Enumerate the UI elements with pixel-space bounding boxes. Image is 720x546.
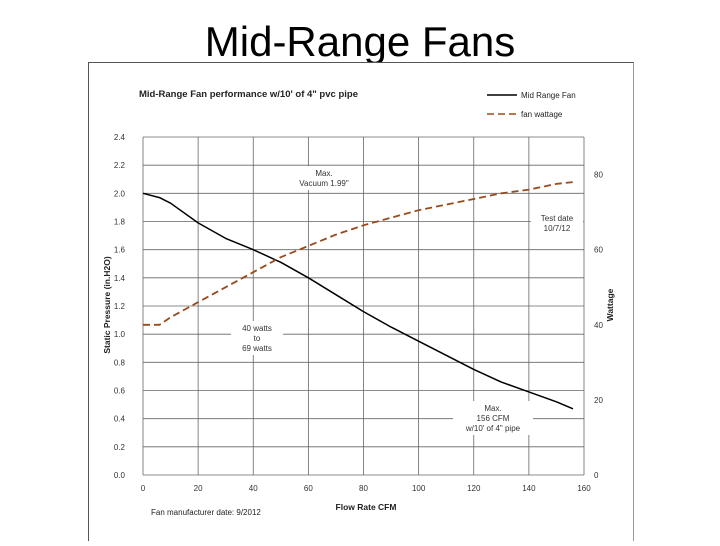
annotation-line: to xyxy=(254,334,261,343)
x-tick-label: 20 xyxy=(194,484,203,493)
y-tick-label: 1.8 xyxy=(114,218,126,227)
chart-title: Mid-Range Fan performance w/10' of 4" pv… xyxy=(139,89,358,100)
y2-tick-label: 60 xyxy=(594,246,603,255)
y-tick-label: 0.8 xyxy=(114,358,126,367)
annotation-line: w/10' of 4" pipe xyxy=(465,424,521,433)
series xyxy=(143,182,573,409)
y-tick-label: 1.4 xyxy=(114,274,126,283)
x-tick-label: 0 xyxy=(141,484,146,493)
y2-tick-label: 40 xyxy=(594,321,603,330)
y-tick-label: 0.4 xyxy=(114,415,126,424)
x-tick-label: 160 xyxy=(577,484,591,493)
annotation-line: 156 CFM xyxy=(477,414,510,423)
annotation-line: Test date xyxy=(541,214,574,223)
annotation-line: 40 watts xyxy=(242,324,272,333)
legend-label-mid-range-fan: Mid Range Fan xyxy=(521,91,576,100)
fan-performance-chart: Mid-Range Fan performance w/10' of 4" pv… xyxy=(89,63,633,541)
x-tick-label: 40 xyxy=(249,484,258,493)
annotation-line: Vacuum 1.99" xyxy=(299,179,349,188)
chart-frame: Mid-Range Fan performance w/10' of 4" pv… xyxy=(88,62,634,541)
x-tick-label: 100 xyxy=(412,484,426,493)
annotation-line: 69 watts xyxy=(242,344,272,353)
x-axis-label: Flow Rate CFM xyxy=(336,502,397,512)
y-tick-label: 0.6 xyxy=(114,387,126,396)
y-tick-label: 2.0 xyxy=(114,189,126,198)
y-tick-label: 0.2 xyxy=(114,443,126,452)
slide-title: Mid-Range Fans xyxy=(0,18,720,66)
y-tick-label: 1.2 xyxy=(114,302,126,311)
x-tick-label: 60 xyxy=(304,484,313,493)
annotation-max-vacuum: Max.Vacuum 1.99" xyxy=(290,166,358,190)
y2-tick-label: 80 xyxy=(594,171,603,180)
footnote: Fan manufacturer date: 9/2012 xyxy=(151,508,261,517)
series-line-fan-wattage xyxy=(143,182,573,325)
ticks: 0.0 0.2 0.4 0.6 0.8 1.0 1.2 1.4 1.6 1.8 2.0 2.2 2.4 0… xyxy=(114,133,604,493)
series-line-mid-range-fan xyxy=(143,193,573,408)
annotation-line: Max. xyxy=(315,169,332,178)
x-tick-label: 120 xyxy=(467,484,481,493)
y-tick-label: 1.6 xyxy=(114,246,126,255)
x-tick-label: 140 xyxy=(522,484,536,493)
legend-label-fan-wattage: fan wattage xyxy=(521,110,563,119)
annotation-line: Max. xyxy=(484,404,501,413)
annotation-line: 10/7/12 xyxy=(544,224,571,233)
legend: Mid Range Fan fan wattage xyxy=(487,91,576,119)
y2-tick-label: 20 xyxy=(594,396,603,405)
y2-tick-label: 0 xyxy=(594,471,599,480)
y-tick-label: 0.0 xyxy=(114,471,126,480)
y2-axis-label: Wattage xyxy=(605,288,615,321)
y-tick-label: 2.4 xyxy=(114,133,126,142)
y-axis-label: Static Pressure (in.H2O) xyxy=(102,256,112,353)
y-tick-label: 2.2 xyxy=(114,161,126,170)
x-tick-label: 80 xyxy=(359,484,368,493)
y-tick-label: 1.0 xyxy=(114,330,126,339)
